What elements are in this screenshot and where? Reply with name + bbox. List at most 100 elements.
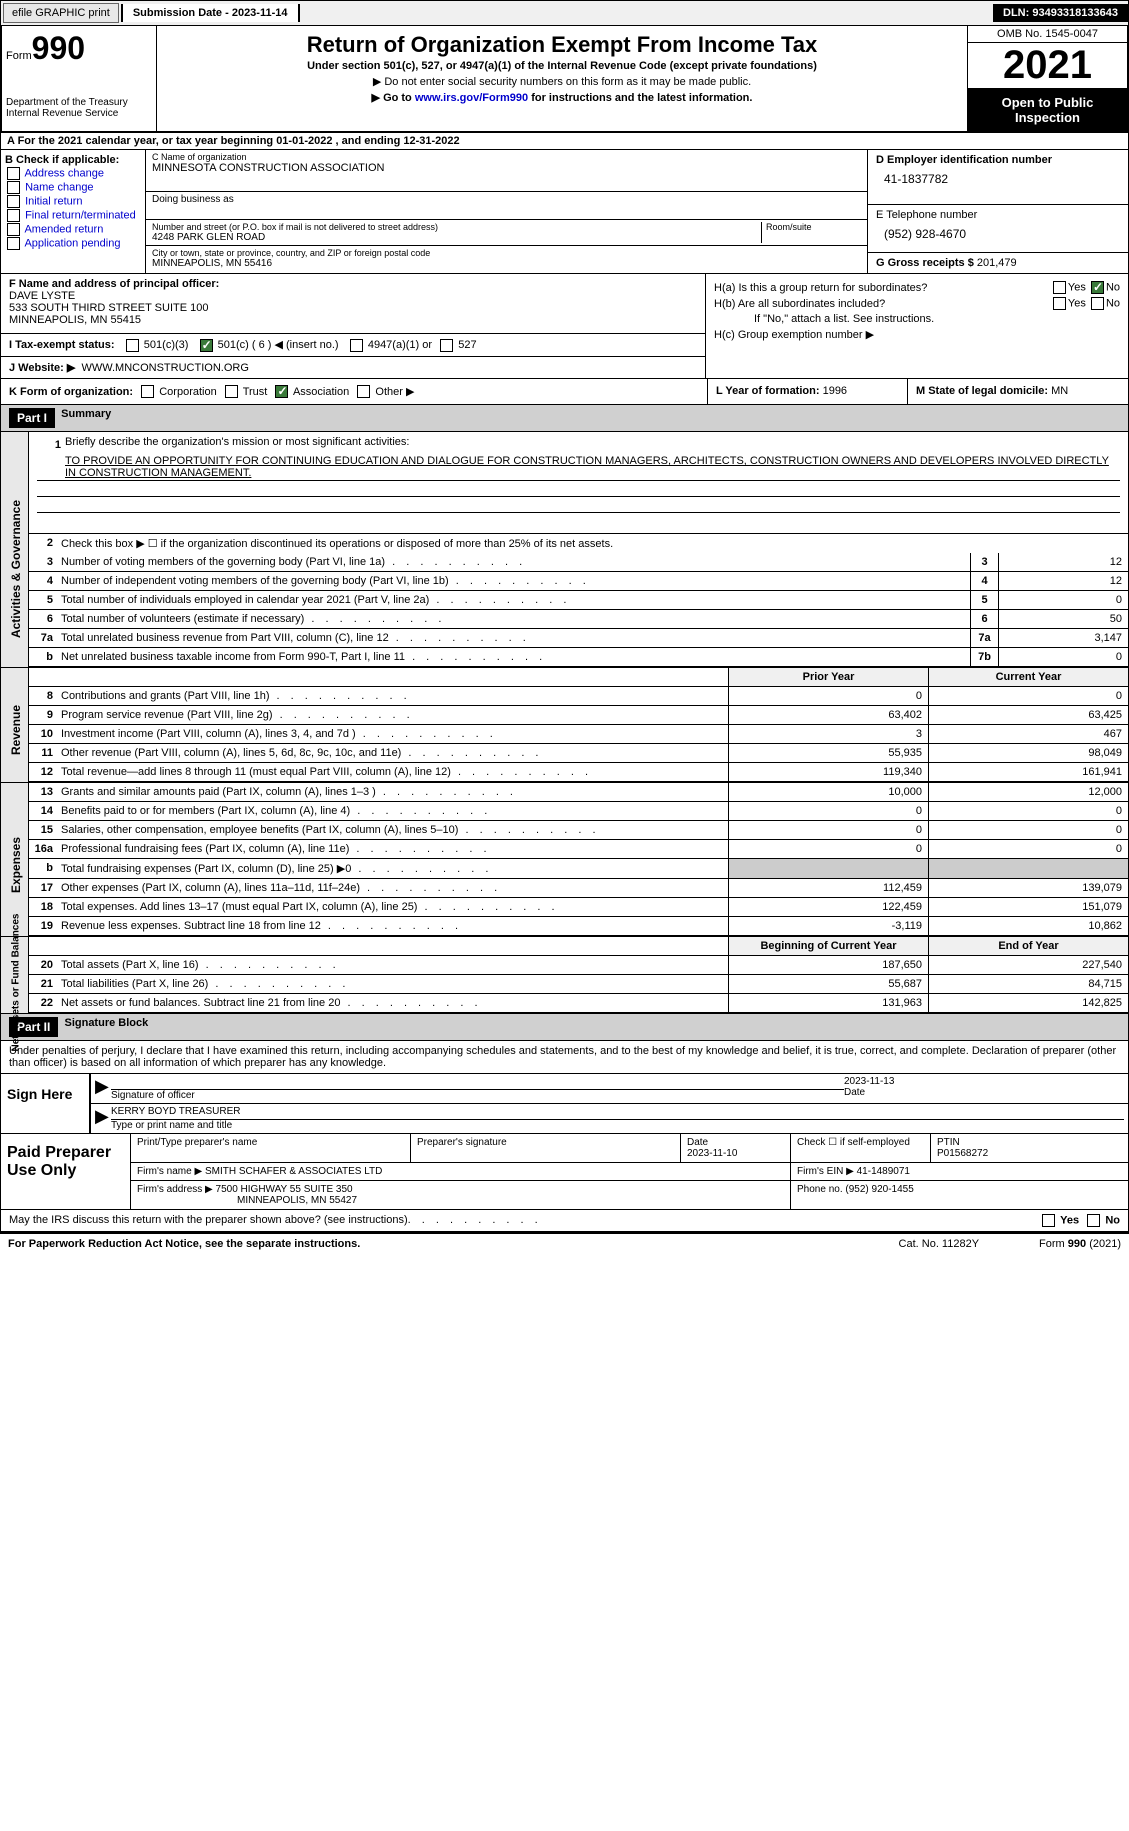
col-b-title: B Check if applicable: — [5, 154, 119, 166]
summary-row: 19Revenue less expenses. Subtract line 1… — [29, 917, 1128, 936]
irs-no[interactable] — [1087, 1214, 1100, 1227]
hb-note: If "No," attach a list. See instructions… — [714, 313, 1120, 325]
summary-row: 9Program service revenue (Part VIII, lin… — [29, 706, 1128, 725]
part2-title: Signature Block — [64, 1017, 148, 1037]
firm-ein-label: Firm's EIN ▶ — [797, 1166, 854, 1177]
telephone-block: E Telephone number (952) 928-4670 — [868, 205, 1128, 253]
cb-501c3[interactable] — [126, 339, 139, 352]
hc-text: H(c) Group exemption number ▶ — [714, 328, 874, 341]
summary-row: 7aTotal unrelated business revenue from … — [29, 629, 1128, 648]
firm-addr-label: Firm's address ▶ — [137, 1184, 213, 1195]
col-h-group: H(a) Is this a group return for subordin… — [706, 274, 1128, 378]
tel-value: (952) 928-4670 — [876, 221, 1120, 247]
may-irs-text: May the IRS discuss this return with the… — [9, 1214, 408, 1227]
section-k-l-m: K Form of organization: Corporation Trus… — [0, 379, 1129, 406]
paid-preparer-block: Paid Preparer Use Only Print/Type prepar… — [0, 1134, 1129, 1210]
h-c-row: H(c) Group exemption number ▶ — [714, 328, 1120, 341]
summary-row: 5Total number of individuals employed in… — [29, 591, 1128, 610]
summary-row: 16aProfessional fundraising fees (Part I… — [29, 840, 1128, 859]
cb-527[interactable] — [440, 339, 453, 352]
col-f-i-j: F Name and address of principal officer:… — [1, 274, 706, 378]
summary-row: 11Other revenue (Part VIII, column (A), … — [29, 744, 1128, 763]
part1-header: Part I Summary — [0, 405, 1129, 432]
officer-name: DAVE LYSTE — [9, 290, 75, 302]
line2-text: Check this box ▶ ☐ if the organization d… — [57, 534, 1128, 553]
cat-number: Cat. No. 11282Y — [899, 1238, 980, 1250]
ha-no[interactable] — [1091, 281, 1104, 294]
l-year-formation: L Year of formation: 1996 — [708, 379, 908, 405]
cb-final-return[interactable]: Final return/terminated — [5, 209, 141, 222]
open-inspection: Open to Public Inspection — [968, 89, 1127, 131]
form-footer: Form 990 (2021) — [1039, 1238, 1121, 1250]
summary-row: 17Other expenses (Part IX, column (A), l… — [29, 879, 1128, 898]
arrow-icon: ▶ — [95, 1106, 111, 1131]
ptin-value: P01568272 — [937, 1148, 988, 1159]
cb-application-pending[interactable]: Application pending — [5, 237, 141, 250]
mission-blank1 — [37, 481, 1120, 497]
firm-addr1: 7500 HIGHWAY 55 SUITE 350 — [216, 1184, 353, 1195]
cb-4947[interactable] — [350, 339, 363, 352]
section-b-through-g: B Check if applicable: Address change Na… — [0, 150, 1129, 274]
cb-corp[interactable] — [141, 385, 154, 398]
vtab-activities: Activities & Governance — [1, 432, 29, 667]
k-form-org: K Form of organization: Corporation Trus… — [1, 379, 708, 405]
firm-name-value: SMITH SCHAFER & ASSOCIATES LTD — [205, 1166, 382, 1177]
tax-year: 2021 — [968, 43, 1127, 89]
note-goto: ▶ Go to www.irs.gov/Form990 for instruct… — [167, 91, 957, 104]
cb-address-change[interactable]: Address change — [5, 167, 141, 180]
ein-block: D Employer identification number 41-1837… — [868, 150, 1128, 205]
self-employed-check: Check ☐ if self-employed — [791, 1134, 931, 1162]
prep-date-value: 2023-11-10 — [687, 1148, 737, 1159]
officer-label: F Name and address of principal officer: — [9, 278, 219, 290]
end-year-hdr: End of Year — [928, 937, 1128, 955]
dba-block: Doing business as — [146, 192, 867, 220]
mission-blank2 — [37, 497, 1120, 513]
line1-label: Briefly describe the organization's miss… — [65, 436, 409, 454]
prior-curr-header: Prior Year Current Year — [29, 668, 1128, 687]
type-name-row: ▶ KERRY BOYD TREASURER Type or print nam… — [91, 1104, 1128, 1133]
omb-number: OMB No. 1545-0047 — [968, 26, 1127, 43]
part1-badge: Part I — [9, 408, 55, 428]
prep-sig-label: Preparer's signature — [417, 1137, 674, 1148]
cb-other[interactable] — [357, 385, 370, 398]
col-d-e-g: D Employer identification number 41-1837… — [868, 150, 1128, 273]
summary-row: 10Investment income (Part VIII, column (… — [29, 725, 1128, 744]
hb-yes[interactable] — [1053, 297, 1066, 310]
summary-row: 13Grants and similar amounts paid (Part … — [29, 783, 1128, 802]
cb-name-change[interactable]: Name change — [5, 181, 141, 194]
org-name: MINNESOTA CONSTRUCTION ASSOCIATION — [152, 162, 861, 174]
print-name-label: Print/Type preparer's name — [137, 1137, 404, 1148]
line2-row: 2 Check this box ▶ ☐ if the organization… — [29, 534, 1128, 553]
header-center: Return of Organization Exempt From Incom… — [157, 26, 967, 131]
penalty-statement: Under penalties of perjury, I declare th… — [0, 1041, 1129, 1074]
irs-link[interactable]: www.irs.gov/Form990 — [415, 92, 528, 104]
ha-yes[interactable] — [1053, 281, 1066, 294]
city-label: City or town, state or province, country… — [152, 248, 861, 258]
submission-date: Submission Date - 2023-11-14 — [121, 4, 300, 22]
officer-addr2: MINNEAPOLIS, MN 55415 — [9, 314, 141, 326]
gross-label: G Gross receipts $ — [876, 257, 974, 269]
irs-yes[interactable] — [1042, 1214, 1055, 1227]
summary-row: 4Number of independent voting members of… — [29, 572, 1128, 591]
cb-amended-return[interactable]: Amended return — [5, 223, 141, 236]
org-name-label: C Name of organization — [152, 152, 861, 162]
cb-initial-return[interactable]: Initial return — [5, 195, 141, 208]
cb-assoc[interactable] — [275, 385, 288, 398]
hb-no[interactable] — [1091, 297, 1104, 310]
summary-row: bTotal fundraising expenses (Part IX, co… — [29, 859, 1128, 879]
summary-row: 6Total number of volunteers (estimate if… — [29, 610, 1128, 629]
cb-501c[interactable] — [200, 339, 213, 352]
form-word: Form — [6, 50, 32, 62]
begin-end-header: Beginning of Current Year End of Year — [29, 937, 1128, 956]
prep-date-label: Date — [687, 1137, 708, 1148]
summary-row: 21Total liabilities (Part X, line 26)55,… — [29, 975, 1128, 994]
txt-501c: 501(c) ( 6 ) ◀ (insert no.) — [218, 339, 339, 351]
h-b-row: H(b) Are all subordinates included? Yes … — [714, 297, 1120, 310]
expenses-section: Expenses 13Grants and similar amounts pa… — [0, 783, 1129, 937]
preparer-row1: Print/Type preparer's name Preparer's si… — [131, 1134, 1128, 1163]
prior-year-hdr: Prior Year — [728, 668, 928, 686]
cb-trust[interactable] — [225, 385, 238, 398]
efile-print-button[interactable]: efile GRAPHIC print — [3, 3, 119, 23]
tax-label: I Tax-exempt status: — [9, 339, 115, 351]
goto-pre: ▶ Go to — [372, 92, 415, 104]
